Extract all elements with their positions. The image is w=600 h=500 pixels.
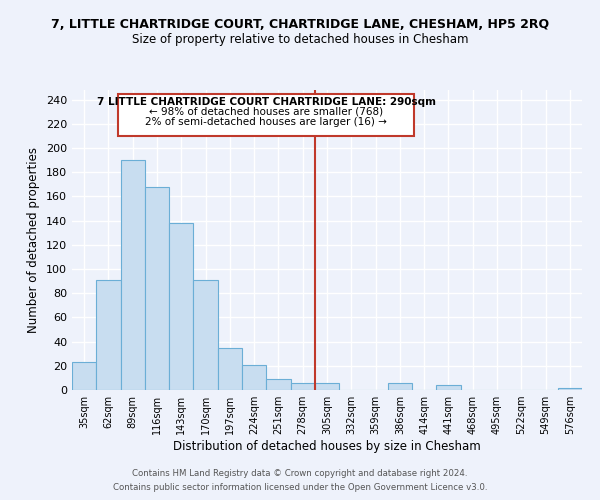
Bar	[290, 382, 315, 390]
Bar	[121, 160, 145, 390]
Text: 2% of semi-detached houses are larger (16) →: 2% of semi-detached houses are larger (1…	[145, 116, 387, 126]
Bar	[242, 364, 266, 390]
Text: 7 LITTLE CHARTRIDGE COURT CHARTRIDGE LANE: 290sqm: 7 LITTLE CHARTRIDGE COURT CHARTRIDGE LAN…	[97, 98, 436, 108]
Y-axis label: Number of detached properties: Number of detached properties	[28, 147, 40, 333]
FancyBboxPatch shape	[118, 94, 415, 136]
Bar	[193, 280, 218, 390]
Bar	[169, 223, 193, 390]
Text: Contains HM Land Registry data © Crown copyright and database right 2024.: Contains HM Land Registry data © Crown c…	[132, 468, 468, 477]
Text: Contains public sector information licensed under the Open Government Licence v3: Contains public sector information licen…	[113, 484, 487, 492]
Bar	[266, 379, 290, 390]
X-axis label: Distribution of detached houses by size in Chesham: Distribution of detached houses by size …	[173, 440, 481, 453]
Bar	[96, 280, 121, 390]
Bar	[218, 348, 242, 390]
Text: ← 98% of detached houses are smaller (768): ← 98% of detached houses are smaller (76…	[149, 107, 383, 117]
Bar	[388, 382, 412, 390]
Bar	[72, 362, 96, 390]
Text: 7, LITTLE CHARTRIDGE COURT, CHARTRIDGE LANE, CHESHAM, HP5 2RQ: 7, LITTLE CHARTRIDGE COURT, CHARTRIDGE L…	[51, 18, 549, 30]
Bar	[315, 382, 339, 390]
Bar	[558, 388, 582, 390]
Text: Size of property relative to detached houses in Chesham: Size of property relative to detached ho…	[132, 32, 468, 46]
Bar	[145, 187, 169, 390]
Bar	[436, 385, 461, 390]
